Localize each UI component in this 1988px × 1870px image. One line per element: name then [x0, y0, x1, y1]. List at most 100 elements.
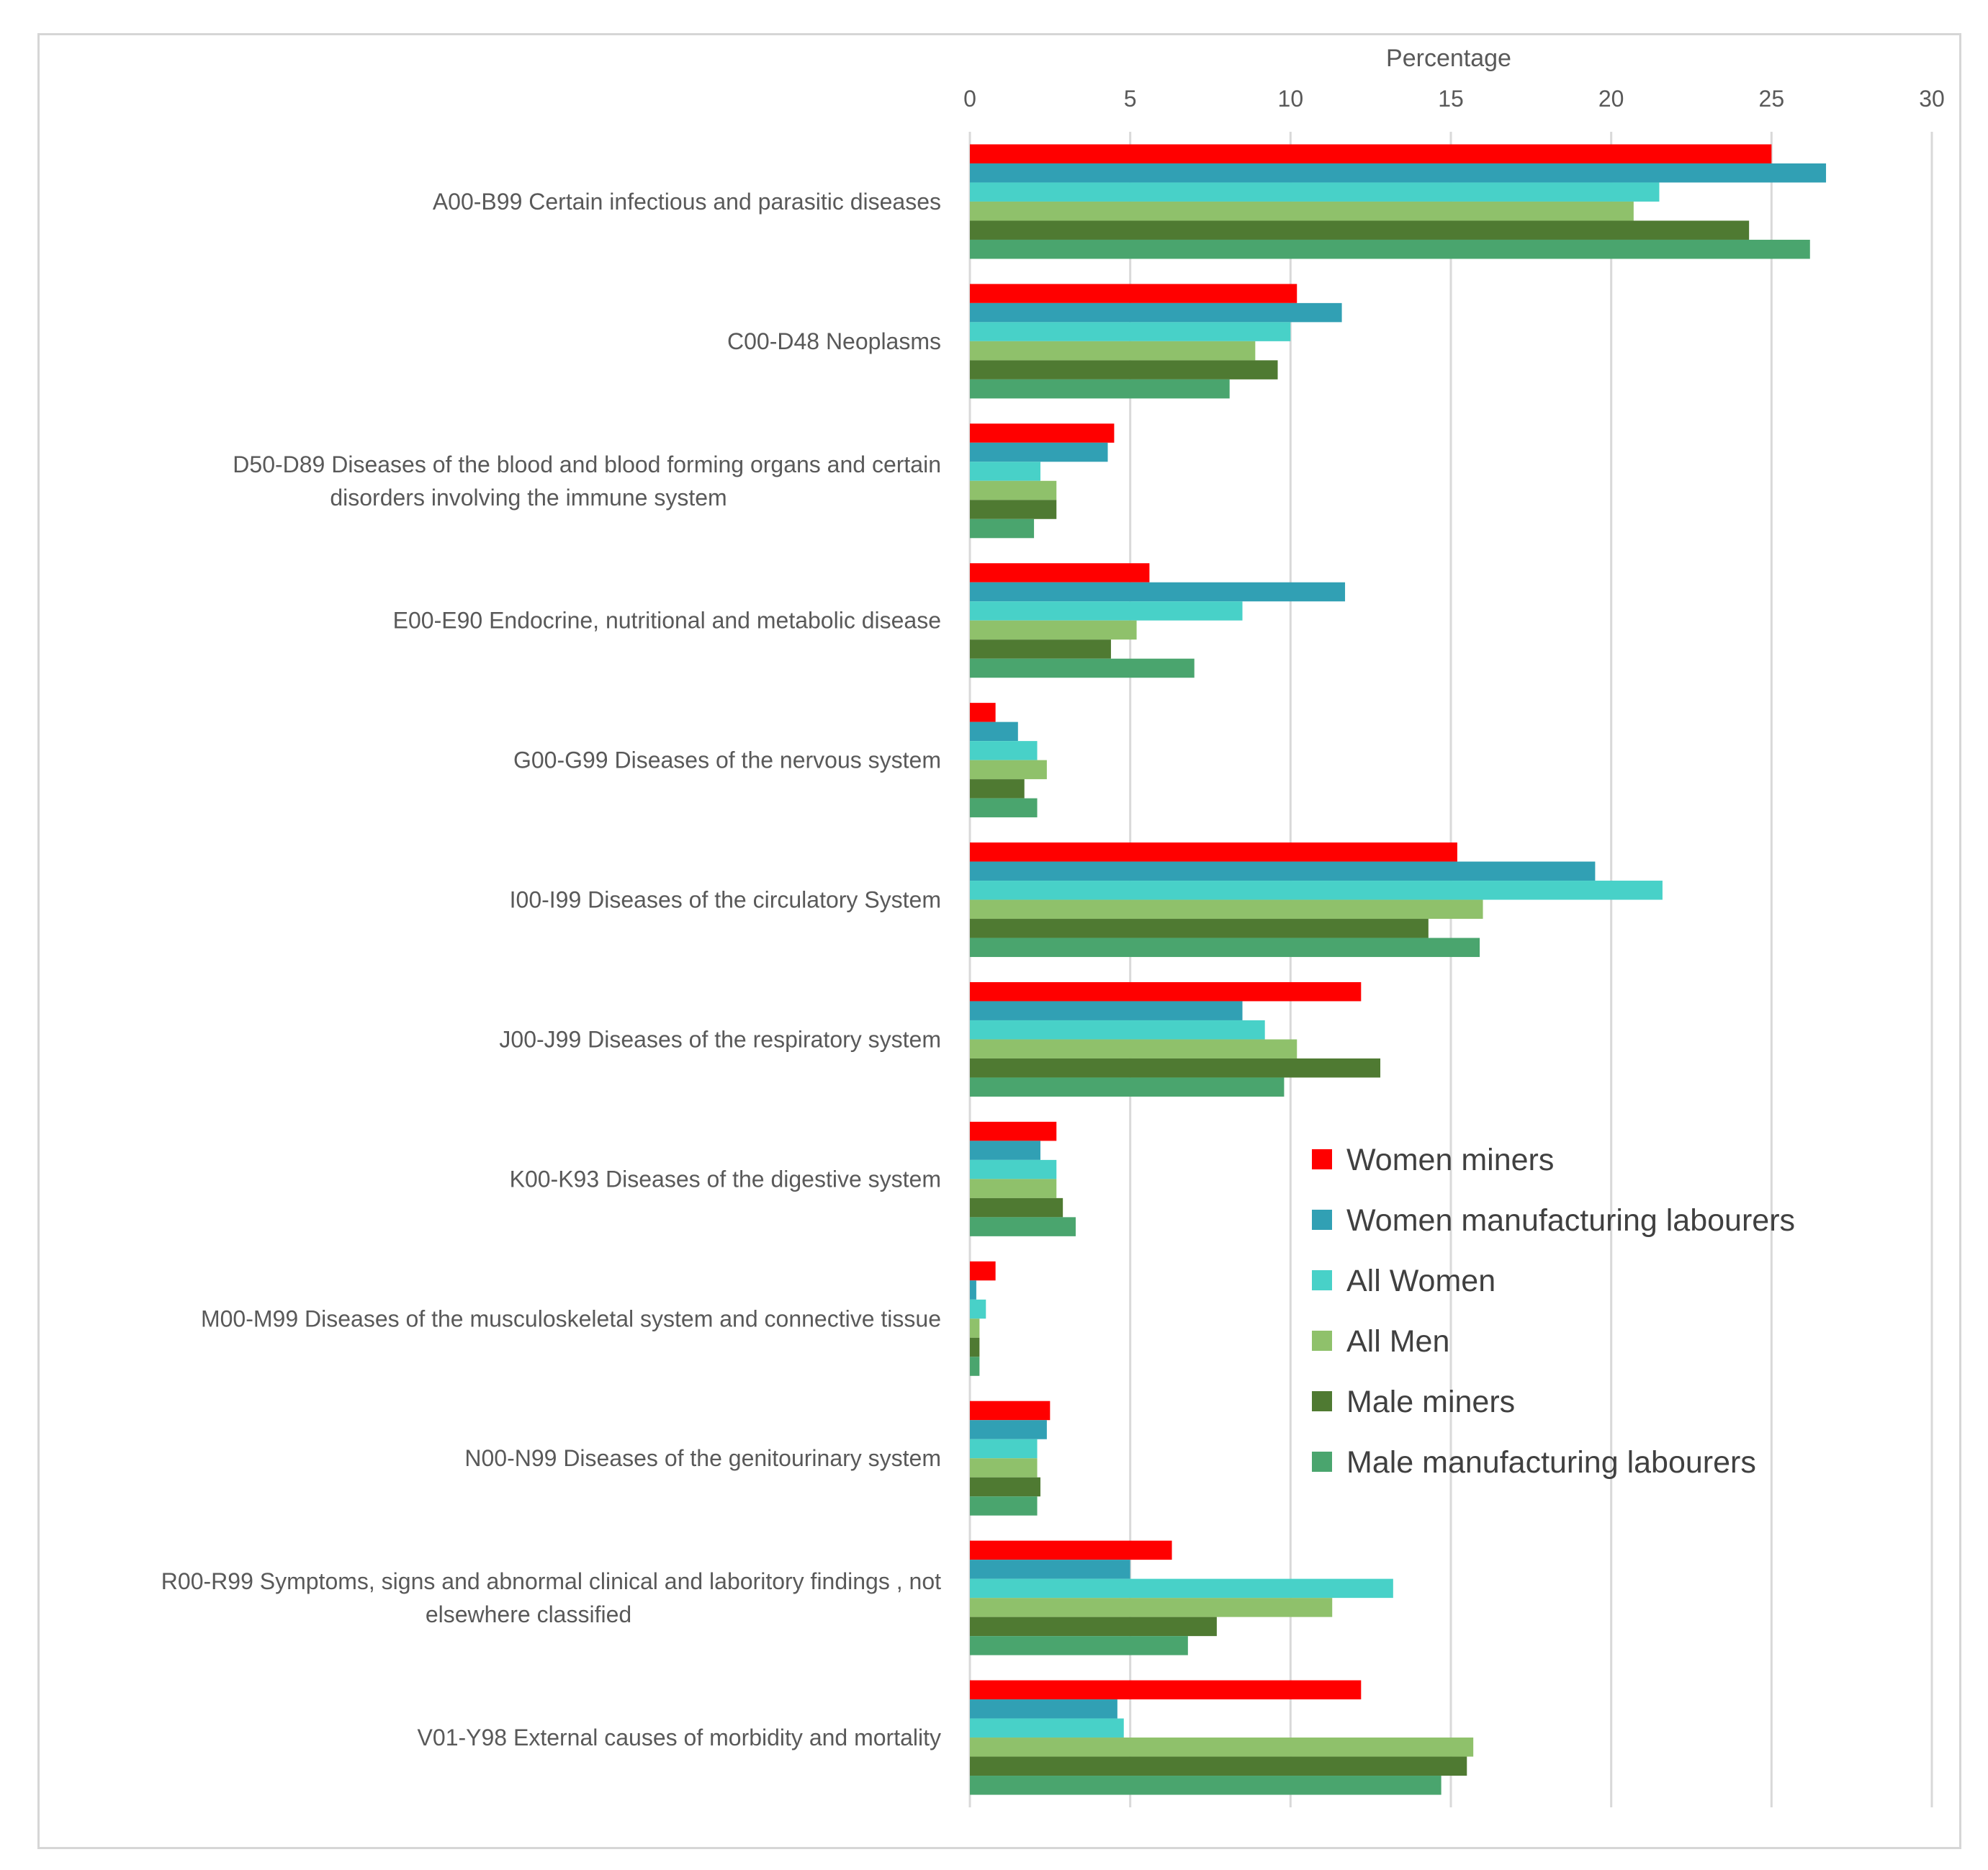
bar	[970, 601, 1243, 621]
x-tick-label: 20	[1598, 86, 1624, 112]
bar	[970, 1598, 1333, 1617]
bar	[970, 1560, 1130, 1579]
bar	[970, 360, 1278, 379]
bar	[970, 1217, 1076, 1236]
bar	[970, 1496, 1038, 1516]
bar	[970, 1420, 1047, 1439]
x-tick-label: 5	[1124, 86, 1137, 112]
bar	[970, 1020, 1265, 1040]
bar	[970, 1261, 996, 1281]
bar	[970, 582, 1346, 602]
category-labels: A00-B99 Certain infectious and parasitic…	[161, 189, 941, 1750]
x-tick-label: 15	[1438, 86, 1464, 112]
category-label: C00-D48 Neoplasms	[727, 328, 941, 354]
category-label: I00-I99 Diseases of the circulatory Syst…	[510, 887, 941, 913]
category-label: D50-D89 Diseases of the blood and blood …	[233, 451, 941, 477]
bar	[970, 1776, 1441, 1795]
category-label: R00-R99 Symptoms, signs and abnormal cli…	[161, 1568, 941, 1594]
bar	[970, 518, 1035, 539]
legend-label: Women manufacturing labourers	[1346, 1203, 1795, 1238]
x-tick-label: 0	[963, 86, 976, 112]
bar	[970, 842, 1457, 862]
bar	[970, 1357, 980, 1376]
bar	[970, 1636, 1188, 1655]
bar	[970, 620, 1137, 640]
x-tick-label: 10	[1278, 86, 1304, 112]
bars	[970, 144, 1827, 1795]
bar	[970, 201, 1634, 221]
bar	[970, 1141, 1040, 1160]
bar	[970, 379, 1230, 399]
bar	[970, 182, 1660, 202]
x-tick-label: 25	[1759, 86, 1785, 112]
bar	[970, 239, 1810, 259]
category-label: G00-G99 Diseases of the nervous system	[513, 747, 941, 773]
bar	[970, 1756, 1467, 1776]
bar	[970, 1680, 1362, 1700]
category-label: J00-J99 Diseases of the respiratory syst…	[499, 1026, 941, 1052]
legend-label: Male manufacturing labourers	[1346, 1445, 1756, 1480]
bar	[970, 1337, 980, 1357]
bar	[970, 1458, 1038, 1478]
bar	[970, 798, 1038, 818]
category-label: N00-N99 Diseases of the genitourinary sy…	[464, 1445, 941, 1471]
bar	[970, 480, 1057, 500]
bar	[970, 919, 1429, 938]
bar	[970, 423, 1115, 443]
bar	[970, 639, 1111, 659]
bar	[970, 1280, 976, 1300]
x-axis-ticks: 0 5 10 15 20 25 30	[963, 86, 1945, 112]
category-label: M00-M99 Diseases of the musculoskeletal …	[201, 1305, 941, 1331]
bar	[970, 1039, 1297, 1058]
category-label: A00-B99 Certain infectious and parasitic…	[433, 189, 941, 215]
category-label: E00-E90 Endocrine, nutritional and metab…	[393, 608, 941, 634]
bar	[970, 220, 1750, 240]
legend: Women miners Women manufacturing labourer…	[1312, 1143, 1795, 1480]
bar	[970, 1179, 1057, 1198]
bar	[970, 563, 1150, 583]
bar	[970, 1578, 1393, 1599]
bar	[970, 1699, 1117, 1719]
bar	[970, 1401, 1051, 1421]
bar	[970, 500, 1057, 519]
bar	[970, 779, 1025, 799]
legend-swatch	[1312, 1391, 1332, 1411]
bar	[970, 981, 1362, 1002]
bar	[970, 144, 1772, 163]
bar	[970, 284, 1297, 303]
bar	[970, 938, 1480, 958]
bar	[970, 881, 1663, 900]
bar	[970, 1439, 1038, 1459]
x-axis-title: Percentage	[1386, 45, 1511, 72]
bar	[970, 1299, 986, 1319]
bar	[970, 760, 1047, 780]
legend-label: All Men	[1346, 1324, 1449, 1359]
bar	[970, 1197, 1063, 1218]
bar	[970, 163, 1827, 183]
bar	[970, 1058, 1381, 1078]
bar	[970, 1159, 1057, 1179]
bar	[970, 722, 1018, 742]
bar	[970, 302, 1342, 323]
legend-swatch	[1312, 1331, 1332, 1351]
bar	[970, 1121, 1057, 1141]
category-label: V01-Y98 External causes of morbidity and…	[418, 1725, 941, 1750]
bar	[970, 341, 1256, 361]
legend-label: All Women	[1346, 1264, 1496, 1298]
bar	[970, 703, 996, 722]
bar	[970, 1540, 1172, 1560]
gridlines	[968, 132, 1933, 1807]
legend-label: Male miners	[1346, 1385, 1515, 1419]
bar	[970, 899, 1483, 920]
bar	[970, 1318, 980, 1338]
bar	[970, 658, 1195, 678]
bar	[970, 1001, 1243, 1020]
legend-swatch	[1312, 1452, 1332, 1472]
category-label: elsewhere classified	[426, 1601, 631, 1627]
legend-swatch	[1312, 1270, 1332, 1290]
bar	[970, 1077, 1285, 1097]
legend-label: Women miners	[1346, 1143, 1554, 1177]
bar	[970, 1718, 1124, 1738]
category-label: K00-K93 Diseases of the digestive system	[510, 1166, 941, 1192]
